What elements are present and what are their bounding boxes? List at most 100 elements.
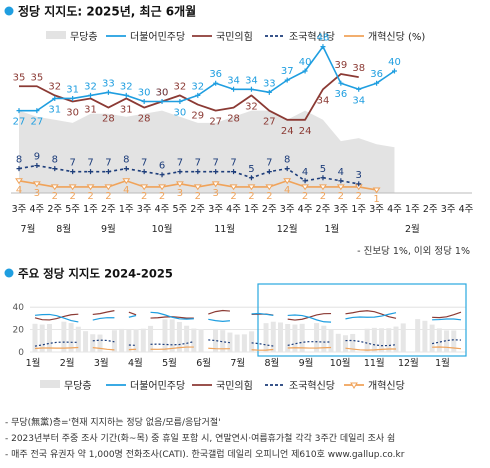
data-label-reform: 3 — [34, 188, 40, 199]
data-label-reform: 2 — [248, 191, 254, 202]
point-reform — [229, 184, 238, 191]
x-tick-label: 3주 — [12, 204, 27, 215]
point-rk — [248, 175, 254, 181]
legend-label-ppp: 국민의힘 — [216, 31, 253, 43]
overview-undecided-bar — [371, 327, 377, 352]
data-label-reform: 2 — [105, 191, 111, 202]
overview-undecided-bar — [451, 330, 457, 352]
point-dp — [123, 92, 129, 98]
point-reform — [283, 178, 292, 185]
data-label-reform: 1 — [373, 194, 379, 205]
overview-undecided-bar — [415, 319, 421, 352]
x-tick-label: 3주 — [208, 204, 223, 215]
overview-line-reform — [34, 346, 79, 350]
overview-line-reform — [150, 346, 194, 350]
point-rk — [88, 169, 94, 175]
overview-undecided-bar — [234, 334, 240, 352]
data-label-reform: 2 — [52, 191, 58, 202]
data-label-ppp: 38 — [352, 63, 365, 74]
overview-undecided-bar — [292, 324, 298, 352]
overview-undecided-bar — [364, 328, 370, 352]
data-label-ppp: 39 — [334, 60, 347, 71]
data-label-dp: 30 — [174, 108, 187, 119]
overview-month-label: 10월 — [330, 357, 351, 369]
data-label-dp: 30 — [138, 88, 151, 99]
data-label-ppp: 24 — [281, 126, 294, 137]
note-line-1: - 무당(無黨)층='현재 지지하는 정당 없음/모름/응답거절' — [5, 416, 221, 428]
overview-month-label: 5월 — [162, 357, 177, 369]
point-dp — [320, 44, 326, 50]
overview-undecided-bar — [184, 325, 190, 352]
x-tick-label: 2주 — [316, 204, 331, 215]
overview-line-ppp — [92, 310, 115, 316]
x-tick-label: 1주 — [405, 204, 420, 215]
x-tick-label: 2주 — [190, 204, 205, 215]
point-dp — [391, 68, 397, 74]
overview-line-reform — [432, 346, 462, 350]
overview-undecided-bar — [61, 321, 67, 352]
legend-swatch-none — [46, 31, 66, 39]
overview-undecided-bar — [379, 328, 385, 352]
data-label-ppp: 29 — [191, 111, 204, 122]
x-tick-label: 1주 — [119, 204, 134, 215]
point-dp — [374, 80, 380, 86]
data-label-ppp: 27 — [209, 117, 222, 128]
data-label-ppp: 31 — [120, 104, 133, 115]
data-label-dp: 33 — [263, 78, 276, 89]
point-dp — [213, 80, 219, 86]
data-label-reform: 2 — [302, 191, 308, 202]
data-label-ppp: 35 — [31, 72, 44, 83]
x-month-label: 7월 — [21, 223, 36, 235]
x-tick-label: 3주 — [333, 204, 348, 215]
overview-line-rk — [431, 339, 462, 345]
x-tick-label: 2주 — [101, 204, 116, 215]
point-reform — [140, 184, 149, 191]
data-label-reform: 2 — [356, 191, 362, 202]
data-label-reform: 2 — [338, 191, 344, 202]
overview-undecided-bar — [169, 319, 175, 352]
overview-line-ppp — [34, 313, 79, 321]
x-tick-label: 2주 — [262, 204, 277, 215]
legend-label-reform: 개혁신당 (%) — [368, 31, 425, 43]
overview-line-rk — [208, 339, 231, 344]
data-label-reform: 4 — [16, 185, 22, 196]
overview-undecided-bar — [191, 328, 197, 352]
overview-undecided-bar — [249, 331, 255, 352]
chart2-plot: 0 20 40 1월 2월 3월 4월 5월 6월 7월 8월 9월 10월 11월 12월 1월 — [13, 283, 467, 369]
data-label-rk: 7 — [87, 158, 93, 169]
x-tick-label: 4주 — [226, 204, 241, 215]
point-reform — [104, 184, 113, 191]
data-label-dp: 31 — [66, 84, 79, 95]
overview-line-dp — [251, 312, 274, 316]
data-label-rk: 8 — [284, 155, 290, 166]
data-label-rk: 7 — [105, 158, 111, 169]
overview-undecided-bar — [270, 321, 276, 352]
x-tick-label: 5주 — [173, 204, 188, 215]
overview-undecided-bar — [386, 328, 392, 352]
x-tick-label: 3주 — [280, 204, 295, 215]
point-dp — [338, 80, 344, 86]
data-label-reform: 2 — [195, 191, 201, 202]
overview-line-rk — [92, 339, 115, 343]
point-rk — [123, 166, 129, 172]
overview-undecided-bar — [46, 324, 52, 352]
overview-undecided-bar — [400, 323, 406, 352]
x-tick-label: 4주 — [387, 204, 402, 215]
data-label-reform: 2 — [69, 191, 75, 202]
x-tick-label: 1주 — [83, 204, 98, 215]
point-rk — [159, 172, 165, 178]
data-label-reform: 4 — [284, 185, 290, 196]
overview-undecided-bar — [220, 330, 226, 352]
legend-label-none: 무당층 — [70, 31, 98, 43]
overview-line-reform — [92, 347, 115, 351]
overview-undecided-bar — [299, 323, 305, 352]
data-label-dp: 32 — [120, 81, 133, 92]
overview-undecided-bar — [119, 328, 125, 352]
x-tick-label: 4주 — [155, 204, 170, 215]
x-tick-label: 3주 — [137, 204, 152, 215]
point-dp — [159, 99, 165, 104]
overview-line-ppp — [208, 309, 230, 315]
point-reform — [158, 184, 166, 191]
data-label-rk: 7 — [177, 158, 183, 169]
